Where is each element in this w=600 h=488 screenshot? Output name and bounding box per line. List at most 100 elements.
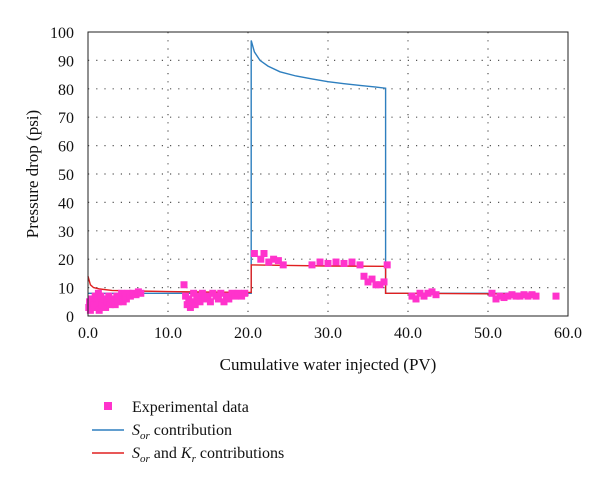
- experimental-point: [194, 292, 202, 300]
- experimental-point: [265, 258, 273, 266]
- experimental-point: [412, 295, 420, 303]
- experimental-point: [257, 255, 265, 263]
- x-axis-title: Cumulative water injected (PV): [220, 355, 437, 374]
- experimental-point: [206, 298, 214, 306]
- y-tick-label: 90: [58, 53, 74, 70]
- legend-label-experimental: Experimental data: [132, 399, 249, 416]
- experimental-point: [520, 291, 528, 299]
- series-lines: [87, 40, 536, 295]
- experimental-point: [428, 288, 436, 296]
- x-tick-labels: 0.0 10.0 20.0 30.0 40.0 50.0 60.0: [78, 325, 582, 342]
- experimental-point: [420, 292, 428, 300]
- experimental-point: [137, 289, 145, 297]
- y-tick-label: 0: [66, 309, 74, 326]
- experimental-point: [191, 301, 199, 309]
- experimental-point: [348, 258, 356, 266]
- legend-sor-text: contribution: [150, 422, 232, 439]
- experimental-point: [260, 250, 268, 258]
- experimental-point: [316, 258, 324, 266]
- experimental-point: [524, 292, 532, 300]
- experimental-point: [488, 289, 496, 297]
- legend-label-sor-kr: Sor and Kr contributions: [132, 445, 284, 465]
- x-tick-label: 10.0: [154, 325, 182, 342]
- experimental-point: [198, 289, 206, 297]
- experimental-point: [512, 292, 520, 300]
- experimental-point: [204, 292, 212, 300]
- experimental-point: [364, 278, 372, 286]
- sor-contribution-line: [88, 40, 536, 294]
- y-tick-label: 30: [58, 224, 74, 241]
- legend-sor-subscript: or: [140, 430, 151, 442]
- experimental-point: [340, 259, 348, 267]
- legend-sorkr-subscript2: r: [192, 453, 197, 465]
- experimental-point: [196, 298, 204, 306]
- experimental-point: [122, 295, 130, 303]
- y-axis-title: Pressure drop (psi): [23, 110, 42, 238]
- experimental-point: [270, 255, 278, 263]
- experimental-point: [383, 261, 391, 269]
- experimental-point: [190, 289, 198, 297]
- experimental-point: [372, 281, 380, 289]
- legend-marker-experimental: [104, 402, 112, 410]
- x-tick-label: 60.0: [554, 325, 582, 342]
- experimental-point: [214, 295, 222, 303]
- y-tick-label: 20: [58, 252, 74, 269]
- experimental-point: [324, 259, 332, 267]
- experimental-point: [360, 272, 368, 280]
- legend-sorkr-text: contributions: [196, 445, 284, 462]
- y-tick-label: 100: [50, 25, 74, 42]
- experimental-point: [500, 294, 508, 302]
- experimental-point: [432, 291, 440, 299]
- y-tick-label: 40: [58, 195, 74, 212]
- experimental-point: [102, 303, 110, 311]
- y-tick-label: 10: [58, 281, 74, 298]
- x-tick-label: 30.0: [314, 325, 342, 342]
- experimental-point: [368, 275, 376, 283]
- experimental-point: [186, 303, 194, 311]
- experimental-point: [552, 292, 560, 300]
- experimental-point: [508, 291, 516, 299]
- legend-sorkr-and: and: [150, 445, 181, 462]
- experimental-point: [356, 261, 364, 269]
- experimental-point: [408, 292, 416, 300]
- experimental-point: [180, 281, 188, 289]
- x-tick-label: 50.0: [474, 325, 502, 342]
- legend-sorkr-symbol2: K: [180, 445, 193, 462]
- x-tick-label: 0.0: [78, 325, 98, 342]
- experimental-point: [332, 258, 340, 266]
- legend: Experimental data Sor contribution Sor a…: [92, 399, 284, 465]
- experimental-point: [279, 261, 287, 269]
- y-tick-label: 80: [58, 82, 74, 99]
- legend-sorkr-symbol1: S: [132, 445, 140, 462]
- experimental-point: [95, 306, 103, 314]
- experimental-point: [274, 257, 282, 265]
- y-tick-label: 70: [58, 110, 74, 127]
- experimental-point: [424, 289, 432, 297]
- experimental-point: [516, 292, 524, 300]
- experimental-point: [376, 281, 384, 289]
- sor-kr-contributions-line: [87, 264, 536, 295]
- experimental-point: [492, 295, 500, 303]
- experimental-point: [308, 261, 316, 269]
- legend-sor-symbol: S: [132, 422, 140, 439]
- y-tick-labels: 0 10 20 30 40 50 60 70 80 90 100: [50, 25, 74, 326]
- x-tick-label: 20.0: [234, 325, 262, 342]
- experimental-points: [85, 250, 560, 314]
- experimental-point: [220, 298, 228, 306]
- legend-sorkr-subscript1: or: [140, 453, 151, 465]
- experimental-point: [225, 295, 233, 303]
- experimental-point: [528, 291, 536, 299]
- legend-label-sor: Sor contribution: [132, 422, 232, 442]
- experimental-point: [504, 292, 512, 300]
- x-tick-label: 40.0: [394, 325, 422, 342]
- experimental-point: [496, 292, 504, 300]
- experimental-point: [532, 292, 540, 300]
- plot-frame: [87, 31, 569, 317]
- experimental-point: [416, 289, 424, 297]
- experimental-point: [250, 250, 258, 258]
- experimental-point: [217, 289, 225, 297]
- experimental-point: [241, 289, 249, 297]
- y-tick-label: 60: [58, 139, 74, 156]
- y-tick-label: 50: [58, 167, 74, 184]
